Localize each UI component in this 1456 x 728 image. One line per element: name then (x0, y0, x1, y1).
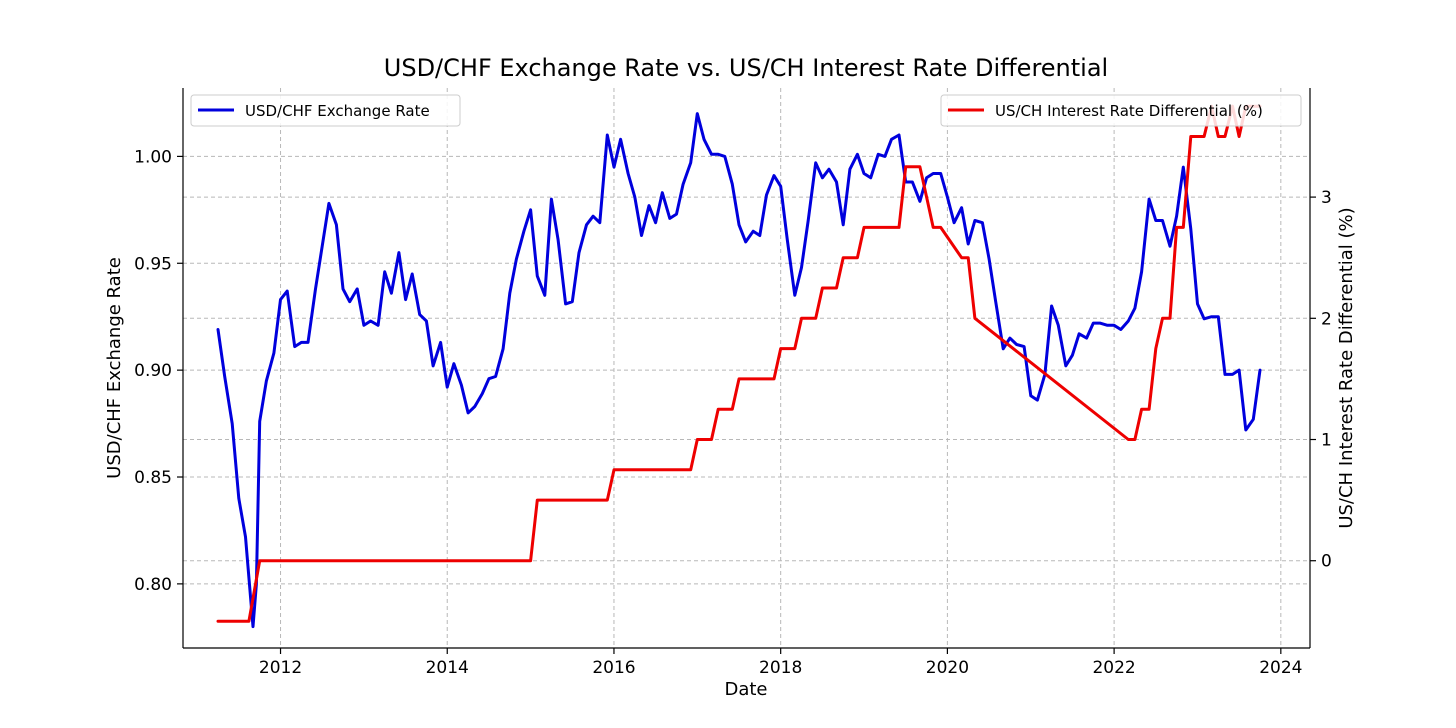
grid (183, 88, 1310, 648)
y-left-tick-label: 0.85 (134, 468, 172, 488)
x-tick-label: 2012 (259, 658, 302, 678)
interest-rate-differential-line (216, 104, 1262, 623)
legend-right-label: US/CH Interest Rate Differential (%) (995, 102, 1263, 120)
y-right-tick-label: 2 (1321, 309, 1332, 329)
x-tick-label: 2018 (759, 658, 802, 678)
legend-right-box (940, 94, 1302, 127)
right-y-axis-title: US/CH Interest Rate Differential (%) (1336, 207, 1357, 528)
legend-right: US/CH Interest Rate Differential (%) (940, 94, 1302, 127)
usd-chf-exchange-rate-line (216, 112, 1262, 629)
series-layer (216, 104, 1262, 629)
legend-left-box (190, 94, 461, 127)
y-left-tick-label: 0.80 (134, 575, 172, 595)
y-right-tick-label: 0 (1321, 552, 1332, 572)
x-tick-label: 2014 (426, 658, 469, 678)
left-y-axis-ticks: 0.80 0.85 0.90 0.95 1.00 (134, 147, 183, 595)
right-y-axis-ticks: 0 1 2 3 (1310, 188, 1332, 572)
chart-title: USD/CHF Exchange Rate vs. US/CH Interest… (384, 54, 1108, 82)
x-tick-label: 2016 (592, 658, 635, 678)
x-axis-ticks: 2012 2014 2016 2018 2020 2022 2024 (259, 648, 1302, 678)
y-right-tick-label: 3 (1321, 188, 1332, 208)
legend-left-label: USD/CHF Exchange Rate (245, 102, 430, 120)
left-y-axis-title: USD/CHF Exchange Rate (104, 257, 125, 479)
y-left-tick-label: 1.00 (134, 147, 172, 167)
x-tick-label: 2020 (926, 658, 969, 678)
x-tick-label: 2024 (1259, 658, 1302, 678)
legend-left: USD/CHF Exchange Rate (190, 94, 461, 127)
y-right-tick-label: 1 (1321, 431, 1332, 451)
y-left-tick-label: 0.95 (134, 254, 172, 274)
x-axis-title: Date (724, 679, 767, 700)
y-left-tick-label: 0.90 (134, 361, 172, 381)
x-tick-label: 2022 (1092, 658, 1135, 678)
